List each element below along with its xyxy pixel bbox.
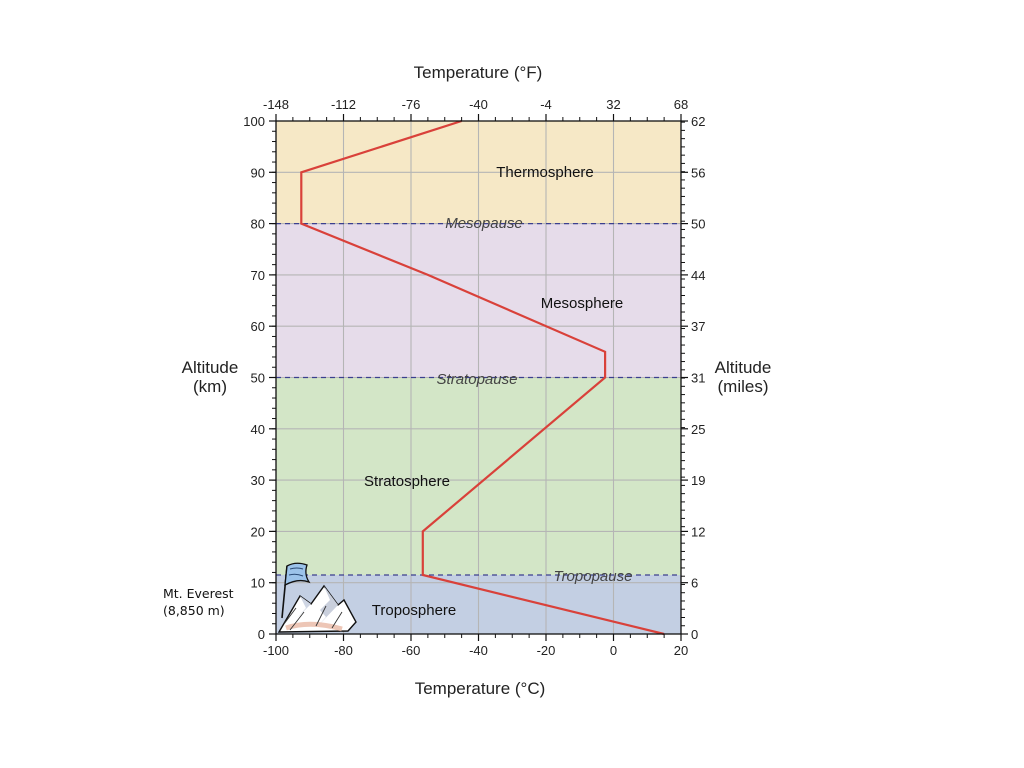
layer-label-troposphere: Troposphere: [372, 602, 457, 619]
right-tick-label: 44: [691, 268, 705, 283]
left-tick-label: 80: [251, 217, 265, 232]
boundary-label-tropopause: Tropopause: [554, 568, 633, 585]
bottom-axis-title: Temperature (°C): [415, 679, 546, 698]
left-axis-title-line2: (km): [193, 377, 227, 396]
axis-ticks: -100 -80 -60 -40 -20 0 20-148 -112 -76 -40 -4 32 680…: [243, 97, 705, 658]
right-tick-label: 0: [691, 627, 698, 642]
right-tick-label: 12: [691, 524, 705, 539]
right-axis-title-line1: Altitude: [715, 358, 772, 377]
top-tick-label: -148: [263, 97, 289, 112]
right-tick-label: 56: [691, 165, 705, 180]
layer-boundaries: [276, 222, 681, 576]
top-tick-label: -76: [402, 97, 421, 112]
right-tick-label: 6: [691, 576, 698, 591]
bottom-tick-label: -20: [537, 643, 556, 658]
layer-label-mesosphere: Mesosphere: [541, 295, 624, 312]
temperature-profile: [300, 119, 665, 636]
right-tick-label: 62: [691, 114, 705, 129]
right-tick-label: 50: [691, 217, 705, 232]
right-tick-label: 19: [691, 473, 705, 488]
bottom-tick-label: -100: [263, 643, 289, 658]
layer-label-stratosphere: Stratosphere: [364, 473, 450, 490]
layer-label-thermosphere: Thermosphere: [496, 164, 594, 181]
right-axis-title-line2: (miles): [718, 377, 769, 396]
left-tick-label: 90: [251, 165, 265, 180]
top-tick-label: 68: [674, 97, 688, 112]
right-tick-label: 31: [691, 371, 705, 386]
bottom-tick-label: -80: [334, 643, 353, 658]
left-tick-label: 40: [251, 422, 265, 437]
left-tick-label: 70: [251, 268, 265, 283]
temperature-profile-line: [300, 119, 665, 636]
left-tick-label: 0: [258, 627, 265, 642]
everest-annotation-line1: Mt. Everest: [163, 586, 234, 601]
left-tick-label: 20: [251, 524, 265, 539]
right-tick-label: 37: [691, 319, 705, 334]
left-tick-label: 10: [251, 576, 265, 591]
left-tick-label: 60: [251, 319, 265, 334]
boundary-label-stratopause: Stratopause: [437, 371, 518, 388]
left-axis-title-line1: Altitude: [182, 358, 239, 377]
everest-annotation: Mt. Everest (8,850 m): [163, 585, 234, 619]
bottom-tick-label: 20: [674, 643, 688, 658]
left-tick-label: 50: [251, 371, 265, 386]
bottom-tick-label: -40: [469, 643, 488, 658]
left-tick-label: 100: [243, 114, 265, 129]
top-tick-label: 32: [606, 97, 620, 112]
top-axis-title: Temperature (°F): [414, 63, 543, 82]
top-tick-label: -112: [331, 97, 356, 112]
everest-annotation-line2: (8,850 m): [163, 603, 225, 618]
top-tick-label: -40: [469, 97, 488, 112]
bottom-tick-label: 0: [610, 643, 617, 658]
mountain-flag-icon: [277, 562, 357, 633]
boundary-label-mesopause: Mesopause: [445, 215, 523, 232]
left-tick-label: 30: [251, 473, 265, 488]
right-tick-label: 25: [691, 422, 705, 437]
bottom-tick-label: -60: [402, 643, 421, 658]
top-tick-label: -4: [540, 97, 552, 112]
